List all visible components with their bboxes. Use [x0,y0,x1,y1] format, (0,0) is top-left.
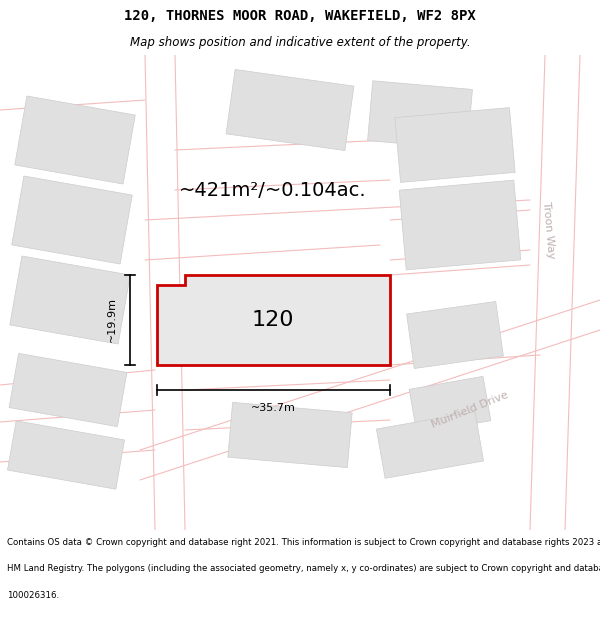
Text: Muirfield Drive: Muirfield Drive [430,390,510,430]
Text: HM Land Registry. The polygons (including the associated geometry, namely x, y c: HM Land Registry. The polygons (includin… [7,564,600,573]
Polygon shape [228,402,352,468]
Polygon shape [157,275,390,365]
Polygon shape [12,176,132,264]
Text: Contains OS data © Crown copyright and database right 2021. This information is : Contains OS data © Crown copyright and d… [7,538,600,547]
Polygon shape [226,69,354,151]
Text: 120, THORNES MOOR ROAD, WAKEFIELD, WF2 8PX: 120, THORNES MOOR ROAD, WAKEFIELD, WF2 8… [124,9,476,24]
Polygon shape [368,81,472,149]
Polygon shape [407,301,503,369]
Text: 100026316.: 100026316. [7,591,59,600]
Text: ~35.7m: ~35.7m [251,403,296,413]
Text: Troon Way: Troon Way [541,201,556,259]
Polygon shape [376,412,484,478]
Polygon shape [7,421,125,489]
Text: 120: 120 [252,310,294,330]
Polygon shape [15,96,135,184]
Text: ~421m²/~0.104ac.: ~421m²/~0.104ac. [179,181,367,199]
Polygon shape [395,107,515,182]
Text: ~19.9m: ~19.9m [107,298,117,343]
Polygon shape [409,376,491,434]
Polygon shape [9,353,127,427]
Text: Map shows position and indicative extent of the property.: Map shows position and indicative extent… [130,36,470,49]
Polygon shape [10,256,130,344]
Polygon shape [399,180,521,270]
